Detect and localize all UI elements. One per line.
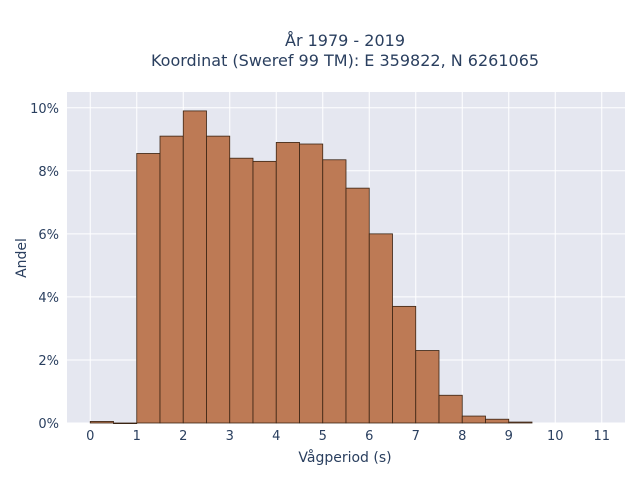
- histogram-bar: [438, 394, 463, 424]
- chart-title-line-1: År 1979 - 2019: [285, 31, 405, 50]
- x-tick-label: 2: [179, 429, 187, 444]
- x-axis-ticks: 0 1 2 3 4 5 6 7 8 9 10 11: [86, 429, 610, 444]
- x-tick-label: 7: [412, 429, 420, 444]
- histogram-bar: [299, 143, 324, 424]
- x-tick-label: 10: [547, 429, 564, 444]
- x-tick-label: 6: [365, 429, 373, 444]
- y-tick-label: 4%: [38, 291, 59, 306]
- histogram-bar: [229, 157, 254, 424]
- bars: [89, 110, 533, 425]
- histogram-bar: [461, 415, 486, 424]
- histogram-bar: [415, 350, 440, 424]
- x-tick-label: 0: [86, 429, 94, 444]
- histogram-bar: [89, 421, 114, 424]
- y-tick-label: 10%: [30, 102, 59, 117]
- x-tick-label: 5: [319, 429, 327, 444]
- histogram-bar: [508, 421, 533, 424]
- x-axis-label: Vågperiod (s): [298, 449, 391, 466]
- x-tick-label: 11: [593, 429, 610, 444]
- histogram-bar: [322, 159, 347, 424]
- histogram-bar: [275, 142, 300, 424]
- histogram-bar: [159, 135, 184, 424]
- histogram-bar: [252, 160, 277, 424]
- y-tick-label: 6%: [38, 228, 59, 243]
- y-tick-label: 2%: [38, 354, 59, 369]
- y-tick-label: 8%: [38, 165, 59, 180]
- y-axis-ticks: 0% 2% 4% 6% 8% 10%: [30, 102, 59, 432]
- y-axis-label: Andel: [14, 238, 30, 278]
- histogram-bar: [113, 422, 138, 425]
- y-tick-label: 0%: [38, 417, 59, 432]
- histogram-bar: [485, 418, 510, 424]
- x-tick-label: 4: [272, 429, 280, 444]
- histogram-bar: [206, 135, 231, 424]
- histogram-bar: [368, 233, 393, 424]
- x-tick-label: 9: [505, 429, 513, 444]
- histogram-bar: [392, 305, 417, 424]
- histogram-bar: [345, 187, 370, 424]
- x-tick-label: 8: [458, 429, 466, 444]
- chart-title-line-2: Koordinat (Sweref 99 TM): E 359822, N 62…: [151, 51, 539, 70]
- x-tick-label: 3: [226, 429, 234, 444]
- histogram-bar: [136, 153, 161, 424]
- x-tick-label: 1: [133, 429, 141, 444]
- histogram-bar: [182, 110, 207, 424]
